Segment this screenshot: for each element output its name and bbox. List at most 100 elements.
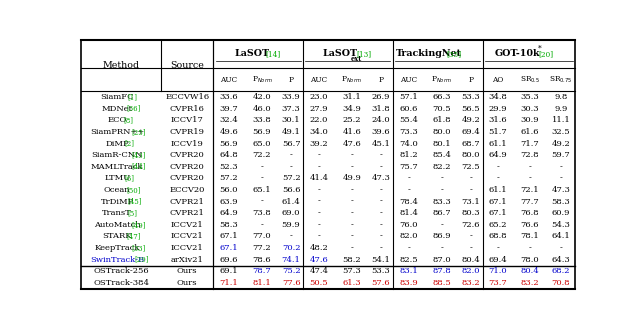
Text: 61.1: 61.1 bbox=[488, 186, 507, 194]
Text: [25]: [25] bbox=[132, 128, 146, 136]
Text: -: - bbox=[440, 186, 443, 194]
Text: 41.4: 41.4 bbox=[309, 175, 328, 182]
Text: TrDiMP: TrDiMP bbox=[100, 198, 134, 206]
Text: -: - bbox=[260, 163, 264, 171]
Text: 26.9: 26.9 bbox=[372, 93, 390, 101]
Text: 80.3: 80.3 bbox=[461, 209, 480, 217]
Text: 52.3: 52.3 bbox=[220, 163, 238, 171]
Text: 50.5: 50.5 bbox=[310, 279, 328, 287]
Text: 35.3: 35.3 bbox=[520, 93, 539, 101]
Text: 82.0: 82.0 bbox=[461, 267, 480, 275]
Text: 49.9: 49.9 bbox=[342, 175, 361, 182]
Text: 47.3: 47.3 bbox=[552, 186, 570, 194]
Text: [49]: [49] bbox=[132, 221, 146, 229]
Text: 56.0: 56.0 bbox=[220, 186, 238, 194]
Text: SiamPRN++: SiamPRN++ bbox=[90, 128, 145, 136]
Text: 78.0: 78.0 bbox=[520, 256, 539, 264]
Text: 78.7: 78.7 bbox=[253, 267, 271, 275]
Text: [5]: [5] bbox=[127, 209, 138, 217]
Text: 58.3: 58.3 bbox=[552, 198, 570, 206]
Text: CVPR16: CVPR16 bbox=[170, 105, 205, 113]
Text: 61.1: 61.1 bbox=[488, 139, 507, 148]
Text: 61.8: 61.8 bbox=[433, 116, 451, 124]
Text: 68.7: 68.7 bbox=[461, 139, 480, 148]
Text: -: - bbox=[407, 175, 410, 182]
Text: [35]: [35] bbox=[447, 50, 461, 58]
Text: 86.9: 86.9 bbox=[433, 232, 451, 240]
Text: -: - bbox=[407, 244, 410, 252]
Text: -: - bbox=[529, 244, 531, 252]
Text: [6]: [6] bbox=[124, 175, 134, 182]
Text: 27.9: 27.9 bbox=[310, 105, 328, 113]
Text: 31.8: 31.8 bbox=[372, 105, 390, 113]
Text: 72.8: 72.8 bbox=[520, 151, 539, 159]
Text: 70.5: 70.5 bbox=[433, 105, 451, 113]
Text: 30.3: 30.3 bbox=[520, 105, 539, 113]
Text: 34.9: 34.9 bbox=[342, 105, 361, 113]
Text: 77.6: 77.6 bbox=[282, 279, 300, 287]
Text: -: - bbox=[380, 244, 383, 252]
Text: 9.8: 9.8 bbox=[554, 93, 568, 101]
Text: 77.7: 77.7 bbox=[520, 198, 539, 206]
Text: 37.3: 37.3 bbox=[282, 105, 300, 113]
Text: P: P bbox=[378, 76, 383, 84]
Text: 65.1: 65.1 bbox=[253, 186, 271, 194]
Text: MAMLTrack: MAMLTrack bbox=[91, 163, 143, 171]
Text: 42.0: 42.0 bbox=[253, 93, 271, 101]
Text: 58.2: 58.2 bbox=[342, 256, 361, 264]
Text: 65.0: 65.0 bbox=[253, 139, 271, 148]
Text: 77.0: 77.0 bbox=[253, 232, 271, 240]
Text: 83.2: 83.2 bbox=[461, 279, 480, 287]
Text: -: - bbox=[317, 209, 320, 217]
Text: 88.5: 88.5 bbox=[432, 279, 451, 287]
Text: 66.3: 66.3 bbox=[433, 93, 451, 101]
Text: 53.3: 53.3 bbox=[461, 93, 480, 101]
Text: P$_{Norm}$: P$_{Norm}$ bbox=[252, 75, 273, 85]
Text: ICCV17: ICCV17 bbox=[171, 116, 204, 124]
Text: -: - bbox=[317, 221, 320, 229]
Text: -: - bbox=[380, 209, 383, 217]
Text: 73.7: 73.7 bbox=[488, 279, 507, 287]
Text: -: - bbox=[529, 175, 531, 182]
Text: CVPR19: CVPR19 bbox=[170, 128, 205, 136]
Text: [45]: [45] bbox=[127, 198, 142, 206]
Text: 30.1: 30.1 bbox=[282, 116, 300, 124]
Text: LaSOT: LaSOT bbox=[323, 49, 358, 58]
Text: 63.9: 63.9 bbox=[220, 198, 238, 206]
Text: 23.0: 23.0 bbox=[310, 93, 328, 101]
Text: -: - bbox=[496, 244, 499, 252]
Text: 76.8: 76.8 bbox=[520, 209, 539, 217]
Text: -: - bbox=[496, 163, 499, 171]
Text: -: - bbox=[380, 198, 383, 206]
Text: 72.6: 72.6 bbox=[461, 221, 480, 229]
Text: 86.7: 86.7 bbox=[433, 209, 451, 217]
Text: 60.9: 60.9 bbox=[552, 209, 570, 217]
Text: ICCV21: ICCV21 bbox=[171, 244, 204, 252]
Text: 81.2: 81.2 bbox=[399, 151, 418, 159]
Text: [44]: [44] bbox=[132, 163, 146, 171]
Text: 39.6: 39.6 bbox=[372, 128, 390, 136]
Text: GOT-10k: GOT-10k bbox=[495, 49, 540, 58]
Text: P: P bbox=[468, 76, 474, 84]
Text: 39.7: 39.7 bbox=[220, 105, 238, 113]
Text: 61.3: 61.3 bbox=[342, 279, 361, 287]
Text: 80.4: 80.4 bbox=[520, 267, 539, 275]
Text: P$_{Norm}$: P$_{Norm}$ bbox=[341, 75, 362, 85]
Text: 33.8: 33.8 bbox=[253, 116, 271, 124]
Text: SiamFC: SiamFC bbox=[100, 93, 134, 101]
Text: 69.4: 69.4 bbox=[488, 256, 507, 264]
Text: 70.2: 70.2 bbox=[282, 244, 300, 252]
Text: TransT: TransT bbox=[102, 209, 132, 217]
Text: 29.9: 29.9 bbox=[488, 105, 507, 113]
Text: 80.0: 80.0 bbox=[461, 151, 480, 159]
Text: SiamR-CNN: SiamR-CNN bbox=[92, 151, 143, 159]
Text: [13]: [13] bbox=[356, 50, 372, 58]
Text: 83.9: 83.9 bbox=[399, 279, 418, 287]
Text: -: - bbox=[317, 198, 320, 206]
Text: 67.1: 67.1 bbox=[488, 209, 507, 217]
Text: -: - bbox=[440, 175, 443, 182]
Text: 64.1: 64.1 bbox=[552, 232, 570, 240]
Text: 22.0: 22.0 bbox=[310, 116, 328, 124]
Text: [43]: [43] bbox=[132, 151, 146, 159]
Text: 24.0: 24.0 bbox=[372, 116, 390, 124]
